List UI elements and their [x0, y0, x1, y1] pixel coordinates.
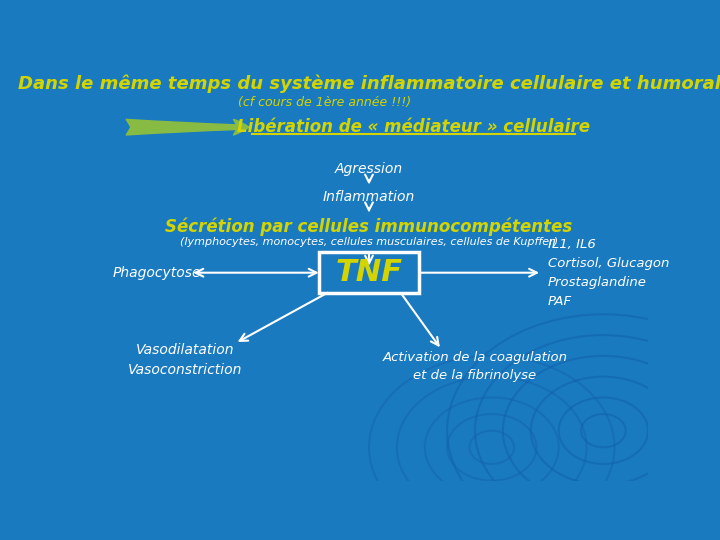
Text: Inflammation: Inflammation	[323, 190, 415, 204]
Text: Phagocytose: Phagocytose	[113, 266, 201, 280]
Text: Libération de « médiateur » cellulaire: Libération de « médiateur » cellulaire	[237, 118, 590, 136]
Text: Dans le même temps du système inflammatoire cellulaire et humoral: Dans le même temps du système inflammato…	[17, 75, 720, 93]
Text: Sécrétion par cellules immunocompétentes: Sécrétion par cellules immunocompétentes	[166, 218, 572, 236]
Text: Vasodilatation
Vasoconstriction: Vasodilatation Vasoconstriction	[127, 343, 242, 377]
Text: (cf cours de 1ère année !!!): (cf cours de 1ère année !!!)	[238, 96, 411, 109]
Text: IL1, IL6
Cortisol, Glucagon
Prostaglandine
PAF: IL1, IL6 Cortisol, Glucagon Prostaglandi…	[547, 238, 669, 308]
Text: (lymphocytes, monocytes, cellules musculaires, cellules de Kupffer): (lymphocytes, monocytes, cellules muscul…	[180, 237, 558, 247]
Text: TNF: TNF	[336, 258, 402, 287]
Text: Agression: Agression	[335, 162, 403, 176]
Text: Activation de la coagulation
et de la fibrinolyse: Activation de la coagulation et de la fi…	[382, 351, 567, 382]
FancyBboxPatch shape	[319, 252, 419, 294]
